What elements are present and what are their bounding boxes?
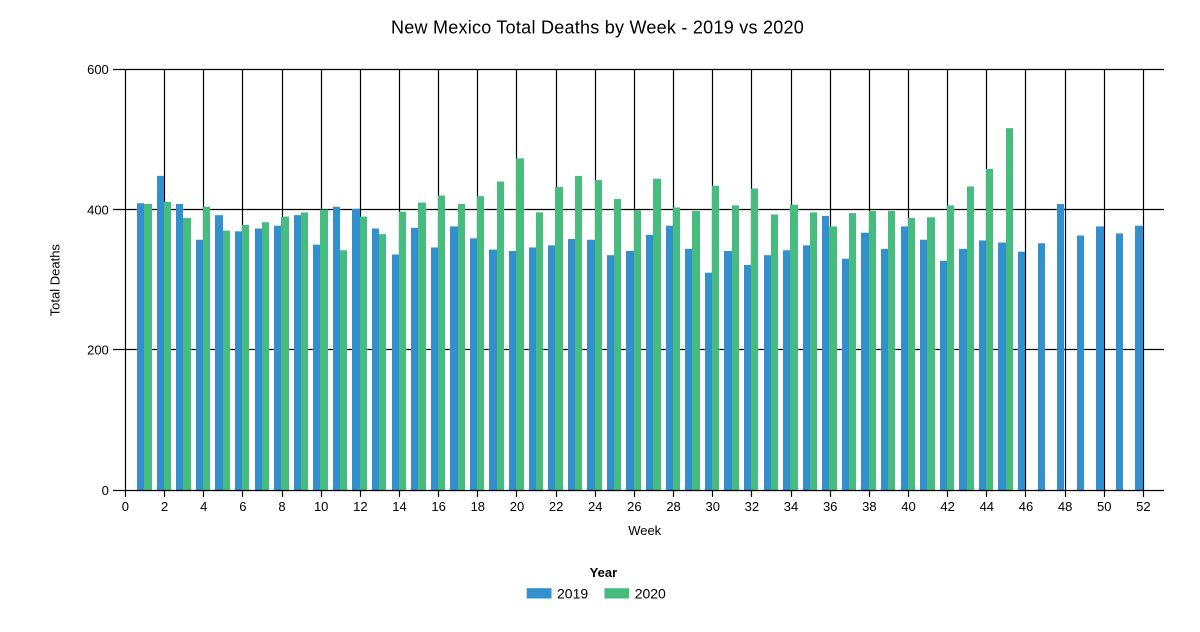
svg-text:50: 50 — [1097, 499, 1111, 514]
svg-text:44: 44 — [980, 499, 994, 514]
svg-text:32: 32 — [745, 499, 759, 514]
svg-text:52: 52 — [1136, 499, 1150, 514]
svg-text:20: 20 — [510, 499, 524, 514]
svg-text:4: 4 — [200, 499, 207, 514]
svg-text:34: 34 — [784, 499, 798, 514]
svg-text:36: 36 — [823, 499, 837, 514]
svg-text:6: 6 — [239, 499, 246, 514]
svg-text:2: 2 — [161, 499, 168, 514]
svg-text:0: 0 — [102, 483, 109, 498]
svg-text:48: 48 — [1058, 499, 1072, 514]
svg-text:2020: 2020 — [635, 586, 666, 602]
svg-text:400: 400 — [87, 202, 109, 217]
svg-text:Total Deaths: Total Deaths — [48, 244, 63, 317]
svg-text:Year: Year — [590, 565, 617, 580]
svg-text:30: 30 — [705, 499, 719, 514]
svg-text:42: 42 — [940, 499, 954, 514]
svg-text:New Mexico Total Deaths by Wee: New Mexico Total Deaths by Week - 2019 v… — [391, 18, 804, 38]
svg-text:22: 22 — [549, 499, 563, 514]
svg-text:46: 46 — [1019, 499, 1033, 514]
svg-text:40: 40 — [901, 499, 915, 514]
svg-text:600: 600 — [87, 62, 109, 77]
svg-text:24: 24 — [588, 499, 602, 514]
svg-text:16: 16 — [431, 499, 445, 514]
svg-text:10: 10 — [314, 499, 328, 514]
svg-text:26: 26 — [627, 499, 641, 514]
svg-text:14: 14 — [392, 499, 406, 514]
svg-text:0: 0 — [122, 499, 129, 514]
svg-text:28: 28 — [666, 499, 680, 514]
svg-text:2019: 2019 — [557, 586, 588, 602]
svg-text:18: 18 — [471, 499, 485, 514]
svg-text:200: 200 — [87, 343, 109, 358]
svg-text:38: 38 — [862, 499, 876, 514]
svg-text:8: 8 — [278, 499, 285, 514]
svg-text:12: 12 — [353, 499, 367, 514]
svg-text:Week: Week — [628, 523, 661, 538]
